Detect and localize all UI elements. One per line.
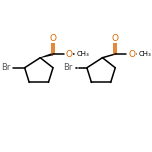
Text: Br: Br bbox=[1, 63, 10, 72]
Text: O: O bbox=[112, 34, 119, 43]
Text: O: O bbox=[50, 34, 57, 43]
Text: Br: Br bbox=[63, 63, 72, 72]
Text: CH₃: CH₃ bbox=[77, 51, 90, 57]
Polygon shape bbox=[40, 53, 53, 58]
Text: O: O bbox=[66, 50, 73, 59]
Text: O: O bbox=[128, 50, 135, 59]
Text: CH₃: CH₃ bbox=[139, 51, 152, 57]
